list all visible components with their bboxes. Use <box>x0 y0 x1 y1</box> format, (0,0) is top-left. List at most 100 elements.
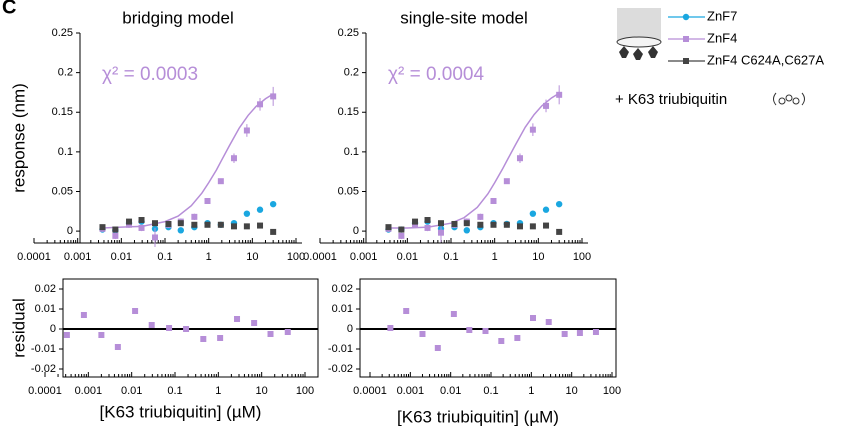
x-tick-label: 10 <box>256 385 268 397</box>
data-point <box>177 227 184 234</box>
data-point <box>98 332 105 338</box>
data-point <box>385 224 392 231</box>
data-point <box>63 332 70 338</box>
y-tick-label: 0.05 <box>52 185 73 197</box>
x-tick-label: 0.1 <box>483 385 498 397</box>
data-point <box>530 315 537 321</box>
data-point <box>204 198 211 204</box>
x-tick-label: 1 <box>528 385 534 397</box>
panel-title: bridging model <box>122 8 234 27</box>
x-tick-label: 10 <box>246 251 258 263</box>
triubiquitin-icon <box>773 92 805 106</box>
data-point <box>412 221 419 228</box>
x-tick-label: 0.0001 <box>303 251 337 263</box>
data-point <box>251 320 258 326</box>
data-point <box>204 221 211 228</box>
data-point <box>450 311 457 317</box>
x-tick-label: 1 <box>492 251 498 263</box>
data-point <box>191 213 198 220</box>
data-point <box>257 101 264 108</box>
y-tick-label: 0.2 <box>344 67 359 79</box>
x-axis-label: [K63 triubiquitin] (µM) <box>100 402 262 421</box>
data-point <box>682 13 690 21</box>
data-point <box>230 223 237 230</box>
x-tick-label: 0.0001 <box>28 385 62 397</box>
data-point <box>151 220 158 227</box>
x-tick-label: 100 <box>573 251 591 263</box>
data-point <box>556 228 563 235</box>
x-tick-label: 0.01 <box>121 385 142 397</box>
data-point <box>403 308 410 314</box>
x-tick-label: 100 <box>603 385 621 397</box>
data-point <box>477 213 484 220</box>
data-point <box>126 221 133 228</box>
x-tick-label: 0.01 <box>111 251 132 263</box>
data-point <box>419 331 426 337</box>
data-point <box>138 224 145 231</box>
y-tick-label: 0.25 <box>52 27 73 39</box>
data-point <box>165 220 172 227</box>
data-point <box>256 206 264 213</box>
y-tick-label: 0.15 <box>338 106 359 118</box>
data-point <box>112 226 119 233</box>
data-point <box>217 335 224 341</box>
y-tick-label: 0.01 <box>332 303 353 315</box>
x-tick-label: 0.001 <box>75 385 103 397</box>
data-point <box>284 329 291 335</box>
data-point <box>424 224 431 231</box>
y-tick-label: 0.02 <box>332 283 353 295</box>
data-point <box>490 221 497 228</box>
data-point <box>514 335 521 341</box>
x-tick-label: 0.001 <box>64 251 92 263</box>
fit-curve <box>388 92 560 229</box>
data-point <box>477 221 484 228</box>
data-point <box>498 338 505 344</box>
data-point <box>542 206 550 213</box>
x-tick-label: 10 <box>566 385 578 397</box>
data-point <box>451 220 458 227</box>
legend-note: + K63 triubiquitin <box>615 91 727 108</box>
data-point <box>543 102 550 109</box>
data-point <box>482 328 489 334</box>
data-point <box>269 200 277 208</box>
x-tick-label: 1 <box>215 385 221 397</box>
x-tick-label: 100 <box>287 251 305 263</box>
x-tick-label: 0.1 <box>157 251 172 263</box>
data-point <box>230 155 237 162</box>
data-point <box>561 331 568 337</box>
x-tick-label: 0.001 <box>397 385 425 397</box>
data-point <box>234 316 241 322</box>
y-tick-label: 0.2 <box>58 67 73 79</box>
data-point <box>114 344 121 350</box>
data-point <box>529 210 537 217</box>
data-point <box>556 91 563 98</box>
x-tick-label: 0.01 <box>397 251 418 263</box>
data-point <box>148 322 155 328</box>
y-axis-label: response (nm) <box>9 83 28 193</box>
data-point <box>412 218 419 225</box>
data-point <box>516 223 523 230</box>
x-tick-label: 10 <box>532 251 544 263</box>
y-tick-label: 0.25 <box>338 27 359 39</box>
y-tick-label: -0.02 <box>328 363 353 375</box>
sensor-icon <box>616 8 662 60</box>
data-point <box>112 232 119 239</box>
data-point <box>516 155 523 162</box>
data-point <box>126 218 133 225</box>
data-point <box>138 217 145 224</box>
y-tick-label: -0.02 <box>31 363 56 375</box>
data-point <box>243 223 250 230</box>
panel-label: C <box>2 0 16 18</box>
x-tick-label: 0.1 <box>443 251 458 263</box>
data-point <box>424 217 431 224</box>
data-point <box>543 222 550 229</box>
y-tick-label: 0.05 <box>338 185 359 197</box>
data-point <box>99 224 106 231</box>
panel-title: single-site model <box>400 8 528 27</box>
data-point <box>166 325 173 331</box>
fit-annotation: χ² = 0.0004 <box>388 64 485 85</box>
fit-annotation: χ² = 0.0003 <box>102 64 198 85</box>
data-point <box>466 327 473 333</box>
